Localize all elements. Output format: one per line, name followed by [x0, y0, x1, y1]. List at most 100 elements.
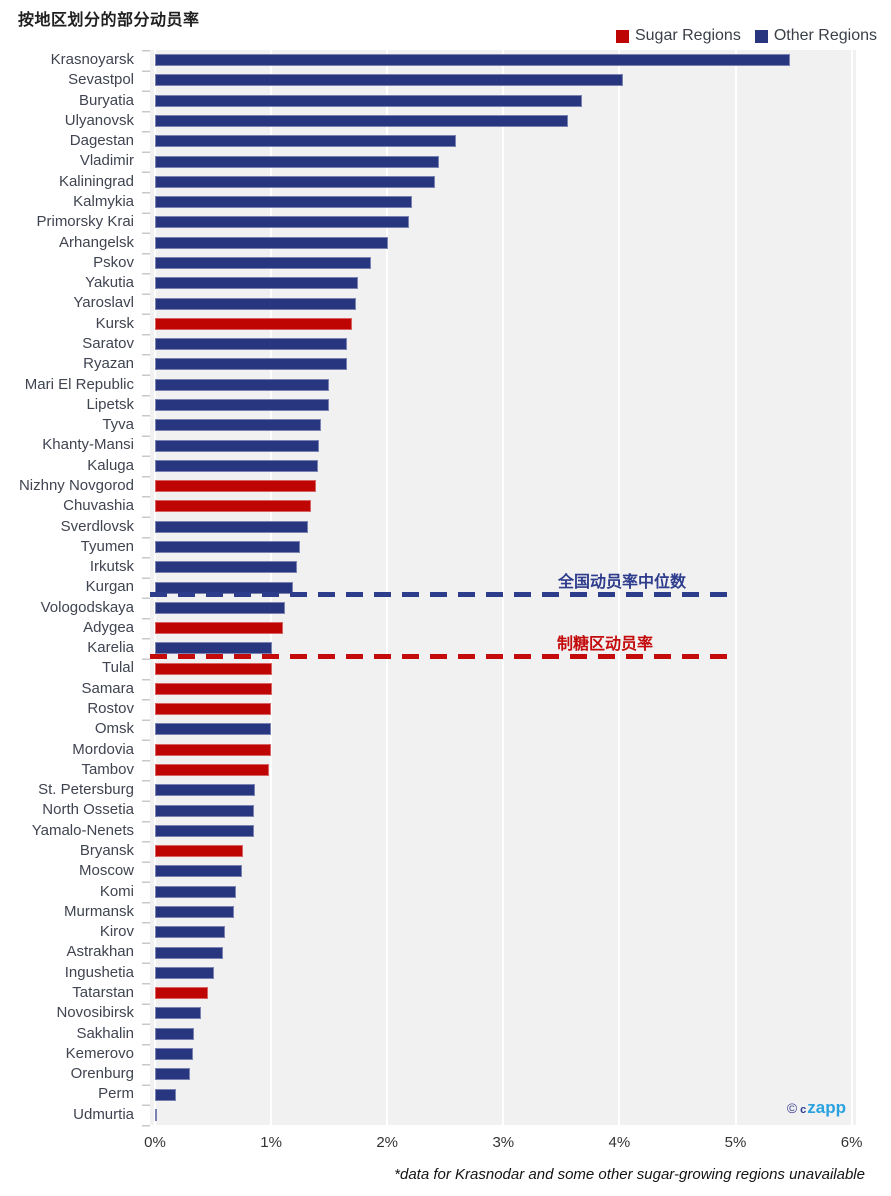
region-label: Vologodskaya: [40, 598, 134, 616]
region-label: Pskov: [93, 253, 134, 271]
legend-label-sugar: Sugar Regions: [634, 27, 741, 44]
region-label: Irkutsk: [89, 558, 134, 576]
region-bar: [155, 723, 272, 736]
region-bar: [155, 398, 330, 411]
region-label: Tyva: [102, 416, 134, 434]
x-axis-tick-label: 3%: [492, 1134, 515, 1151]
region-bar: [155, 196, 412, 209]
watermark-brand: zapp: [807, 1098, 846, 1117]
region-label: Tambov: [81, 760, 134, 778]
region-bar: [155, 216, 410, 229]
region-label: Omsk: [94, 720, 134, 738]
region-bar: [155, 155, 440, 168]
region-bar: [155, 1108, 158, 1121]
region-bar: [155, 987, 209, 1000]
region-label: Kaliningrad: [58, 172, 134, 190]
region-label: Saratov: [82, 334, 134, 352]
region-bar: [155, 845, 244, 858]
region-label: Kursk: [95, 314, 134, 332]
region-bar: [155, 439, 319, 452]
chart-title: 按地区划分的部分动员率: [18, 12, 200, 29]
region-bar: [155, 824, 254, 837]
region-bar: [155, 94, 583, 107]
region-bar: [155, 966, 215, 979]
region-bar: [155, 946, 224, 959]
region-bar: [155, 175, 435, 188]
region-label: Komi: [99, 882, 134, 900]
gridline: [386, 50, 389, 1125]
region-label: Arhangelsk: [58, 233, 134, 251]
region-bar: [155, 662, 273, 675]
region-bar: [155, 1027, 195, 1040]
region-bar: [155, 317, 353, 330]
region-label: Buryatia: [78, 91, 134, 109]
region-bar: [155, 236, 389, 249]
region-bar: [155, 764, 269, 777]
region-bar: [155, 540, 301, 553]
copyright-icon: ©: [786, 1100, 798, 1116]
watermark-prefix: c: [800, 1104, 807, 1116]
region-bar: [155, 885, 237, 898]
region-labels-column: Krasnoyarsk Sevastpol Buryatia Ulyanovsk Dag…: [0, 50, 142, 1125]
region-bar: [155, 926, 225, 939]
y-axis-ticks: [142, 50, 150, 1127]
region-bar: [155, 1007, 202, 1020]
legend-label-other: Other Regions: [773, 27, 877, 44]
region-label: Perm: [98, 1085, 134, 1103]
region-bar: [155, 277, 359, 290]
gridline: [734, 50, 737, 1125]
region-label: Karelia: [87, 639, 134, 657]
x-axis-tick-label: 4%: [608, 1134, 631, 1151]
region-label: Kaluga: [87, 456, 134, 474]
x-axis-tick-label: 6%: [840, 1134, 863, 1151]
czapp-watermark: © c zapp: [787, 1098, 846, 1118]
x-axis-tick-label: 2%: [376, 1134, 399, 1151]
sugar-swatch-icon: [615, 29, 629, 43]
sugar-region-line: [150, 654, 735, 659]
region-bar: [155, 804, 254, 817]
region-label: Samara: [81, 679, 134, 697]
region-label: Novosibirsk: [56, 1004, 134, 1022]
region-label: Chuvashia: [63, 497, 134, 515]
region-label: Kirov: [99, 923, 134, 941]
region-label: Primorsky Krai: [36, 213, 134, 231]
region-bar: [155, 256, 371, 269]
region-bar: [155, 1068, 190, 1081]
x-axis-tick-label: 0%: [144, 1134, 166, 1151]
region-label: Sakhalin: [76, 1024, 134, 1042]
region-bar: [155, 500, 311, 513]
region-bar: [155, 520, 309, 533]
region-bar: [155, 338, 347, 351]
region-label: Khanty-Mansi: [42, 436, 134, 454]
region-bar: [155, 743, 272, 756]
other-swatch-icon: [754, 29, 768, 43]
region-label: Kemerovo: [65, 1044, 134, 1062]
region-label: Nizhny Novgorod: [18, 476, 134, 494]
region-label: St. Petersburg: [38, 781, 134, 799]
region-bar: [155, 480, 317, 493]
national-median-annotation: 全国动员率中位数: [557, 574, 687, 591]
region-bar: [155, 1048, 194, 1060]
region-label: Bryansk: [79, 842, 134, 860]
region-label: Dagestan: [69, 132, 134, 150]
sugar-region-annotation: 制糖区动员率: [556, 636, 654, 653]
region-label: Kalmykia: [73, 192, 134, 210]
region-label: Mari El Republic: [24, 375, 134, 393]
region-bar: [155, 135, 456, 148]
region-bar: [155, 865, 243, 878]
region-bar: [155, 906, 234, 919]
region-bar: [155, 682, 273, 695]
region-bar: [155, 358, 347, 371]
region-label: Udmurtia: [73, 1105, 134, 1123]
region-bar: [155, 419, 322, 432]
region-label: Kurgan: [85, 578, 134, 596]
x-axis: 0% 1% 2% 3% 4% 5% 6%: [0, 1134, 891, 1156]
region-label: Ulyanovsk: [64, 111, 134, 129]
region-label: Astrakhan: [66, 943, 134, 961]
x-axis-tick-label: 1%: [260, 1134, 282, 1151]
region-bar: [155, 459, 318, 472]
national-median-line: [150, 592, 735, 597]
region-label: Yaroslavl: [73, 294, 134, 312]
region-label: Sevastpol: [68, 71, 134, 89]
